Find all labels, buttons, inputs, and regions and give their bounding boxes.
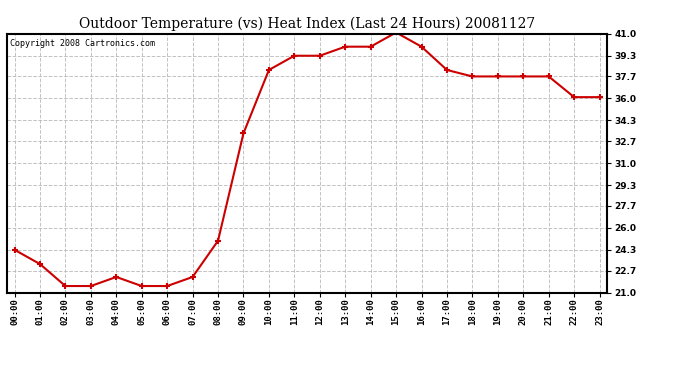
Title: Outdoor Temperature (vs) Heat Index (Last 24 Hours) 20081127: Outdoor Temperature (vs) Heat Index (Las… (79, 17, 535, 31)
Text: Copyright 2008 Cartronics.com: Copyright 2008 Cartronics.com (10, 39, 155, 48)
